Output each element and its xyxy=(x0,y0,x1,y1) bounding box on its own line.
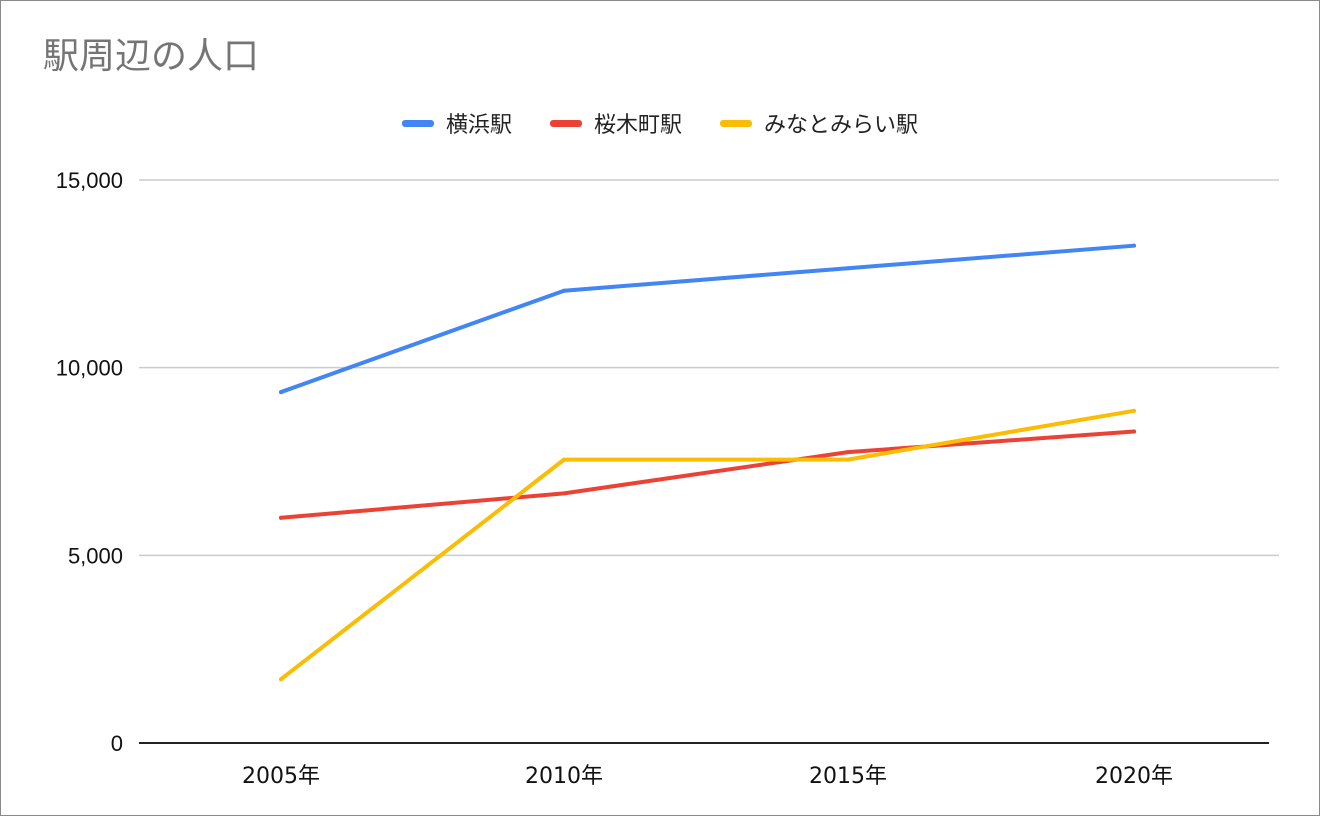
data-point-sakuragicho-3 xyxy=(1132,429,1136,434)
legend: 横浜駅 桜木町駅 みなとみらい駅 xyxy=(1,107,1319,139)
y-tick-label-2: 10,000 xyxy=(56,356,123,381)
chart-title: 駅周辺の人口 xyxy=(43,36,260,77)
x-tick-label-0: 2005年 xyxy=(242,764,320,789)
x-tick-label-3: 2020年 xyxy=(1095,764,1173,789)
data-point-yokohama-0 xyxy=(279,390,283,395)
legend-label-yokohama: 横浜駅 xyxy=(445,113,512,138)
legend-label-sakuragicho: 桜木町駅 xyxy=(593,113,682,138)
legend-item-sakuragicho: 桜木町駅 xyxy=(549,107,682,139)
y-tick-label-1: 5,000 xyxy=(68,543,123,568)
data-point-minatomirai-3 xyxy=(1132,408,1136,413)
x-tick-label-1: 2010年 xyxy=(525,764,603,789)
data-point-yokohama-2 xyxy=(846,266,850,271)
data-point-minatomirai-0 xyxy=(279,677,283,682)
data-point-yokohama-3 xyxy=(1132,243,1136,248)
data-point-sakuragicho-0 xyxy=(279,515,283,520)
series-line-yokohama xyxy=(279,243,1136,395)
data-point-minatomirai-1 xyxy=(562,457,566,462)
data-point-yokohama-1 xyxy=(562,288,566,293)
data-point-sakuragicho-2 xyxy=(846,450,850,455)
legend-swatch-minatomirai xyxy=(720,119,752,127)
series-line-sakuragicho xyxy=(279,429,1136,520)
legend-label-minatomirai: みなとみらい駅 xyxy=(764,113,919,138)
legend-swatch-sakuragicho xyxy=(549,119,582,127)
y-tick-label-0: 0 xyxy=(111,731,123,756)
data-point-minatomirai-2 xyxy=(846,457,850,462)
legend-swatch-yokohama xyxy=(401,119,434,127)
y-tick-label-3: 15,000 xyxy=(56,168,123,193)
legend-item-minatomirai: みなとみらい駅 xyxy=(720,107,918,139)
legend-item-yokohama: 横浜駅 xyxy=(401,107,512,139)
x-tick-label-2: 2015年 xyxy=(809,764,887,789)
data-point-sakuragicho-1 xyxy=(562,491,566,496)
series-line-minatomirai xyxy=(279,408,1136,682)
